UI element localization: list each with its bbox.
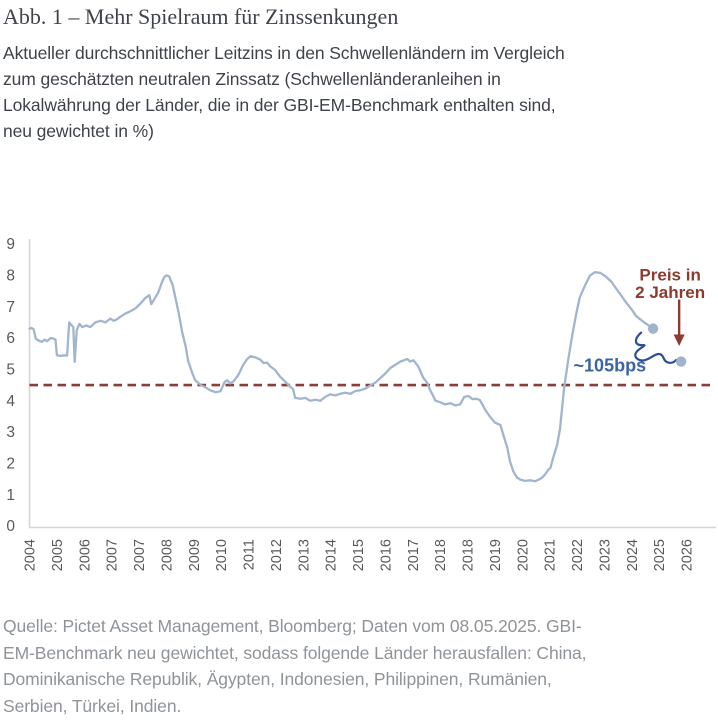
policy-rate-line xyxy=(28,271,655,483)
x-tick-label: 2004 xyxy=(23,539,39,571)
page-title: Abb. 1 – Mehr Spielraum für Zinssenkunge… xyxy=(3,4,399,29)
x-tick-label: 2026 xyxy=(680,539,696,571)
x-tick-label: 2023 xyxy=(597,539,613,571)
x-tick-label: 2019 xyxy=(488,539,504,571)
x-tick-label: 2010 xyxy=(214,539,230,571)
forecast-annotation: 2 Jahren xyxy=(635,283,705,302)
y-tick-label: 3 xyxy=(6,424,15,441)
squiggle-connector xyxy=(634,331,678,364)
x-tick-label: 2012 xyxy=(269,539,285,571)
arrow-head-icon xyxy=(673,334,685,347)
y-tick-label: 4 xyxy=(6,393,15,410)
y-tick-label: 6 xyxy=(6,330,15,347)
x-tick-label: 2025 xyxy=(652,539,668,571)
y-tick-label: 2 xyxy=(6,456,15,473)
forecast-annotation: Preis in xyxy=(639,266,700,285)
x-tick-label: 2011 xyxy=(242,539,258,570)
y-tick-label: 8 xyxy=(6,268,15,285)
x-tick-label: 2005 xyxy=(50,539,66,571)
x-tick-label: 2006 xyxy=(77,539,93,571)
x-tick-label: 2007 xyxy=(105,539,121,571)
x-tick-label: 2013 xyxy=(296,539,312,571)
figure-subtitle: Aktueller durchschnittlicher Leitzins in… xyxy=(3,43,565,141)
source-note: Quelle: Pictet Asset Management, Bloombe… xyxy=(3,616,587,716)
forecast-point-dot xyxy=(675,356,687,367)
y-tick-label: 5 xyxy=(6,362,15,379)
line-chart: 0 1 2 3 4 5 6 7 8 9 2004 2005 2006 2007 2007 2008 2009 20… xyxy=(0,226,718,622)
x-tick-label: 2018 xyxy=(433,539,449,571)
spread-annotation: ~105bps xyxy=(574,356,647,376)
x-tick-label: 2022 xyxy=(570,539,586,571)
chart-canvas: 0 1 2 3 4 5 6 7 8 9 2004 2005 2006 2007 2007 2008 2009 20… xyxy=(6,236,716,571)
x-tick-label: 2016 xyxy=(378,539,394,571)
x-tick-label: 2015 xyxy=(351,539,367,571)
x-tick-label: 2007 xyxy=(132,539,148,571)
x-tick-label: 2018 xyxy=(461,539,477,571)
y-tick-label: 0 xyxy=(6,518,15,535)
y-tick-label: 1 xyxy=(6,487,15,504)
y-tick-label: 9 xyxy=(6,236,15,253)
x-tick-label: 2024 xyxy=(625,539,641,571)
x-tick-label: 2020 xyxy=(515,539,531,571)
x-tick-label: 2008 xyxy=(159,539,175,571)
last-point-dot xyxy=(647,323,659,334)
x-tick-label: 2021 xyxy=(543,539,559,571)
x-tick-label: 2017 xyxy=(406,539,422,571)
y-tick-label: 7 xyxy=(6,299,15,316)
x-tick-label: 2014 xyxy=(324,539,340,571)
x-tick-label: 2009 xyxy=(187,539,203,571)
figure-header: Abb. 1 – Mehr Spielraum für Zinssenkunge… xyxy=(3,2,715,144)
